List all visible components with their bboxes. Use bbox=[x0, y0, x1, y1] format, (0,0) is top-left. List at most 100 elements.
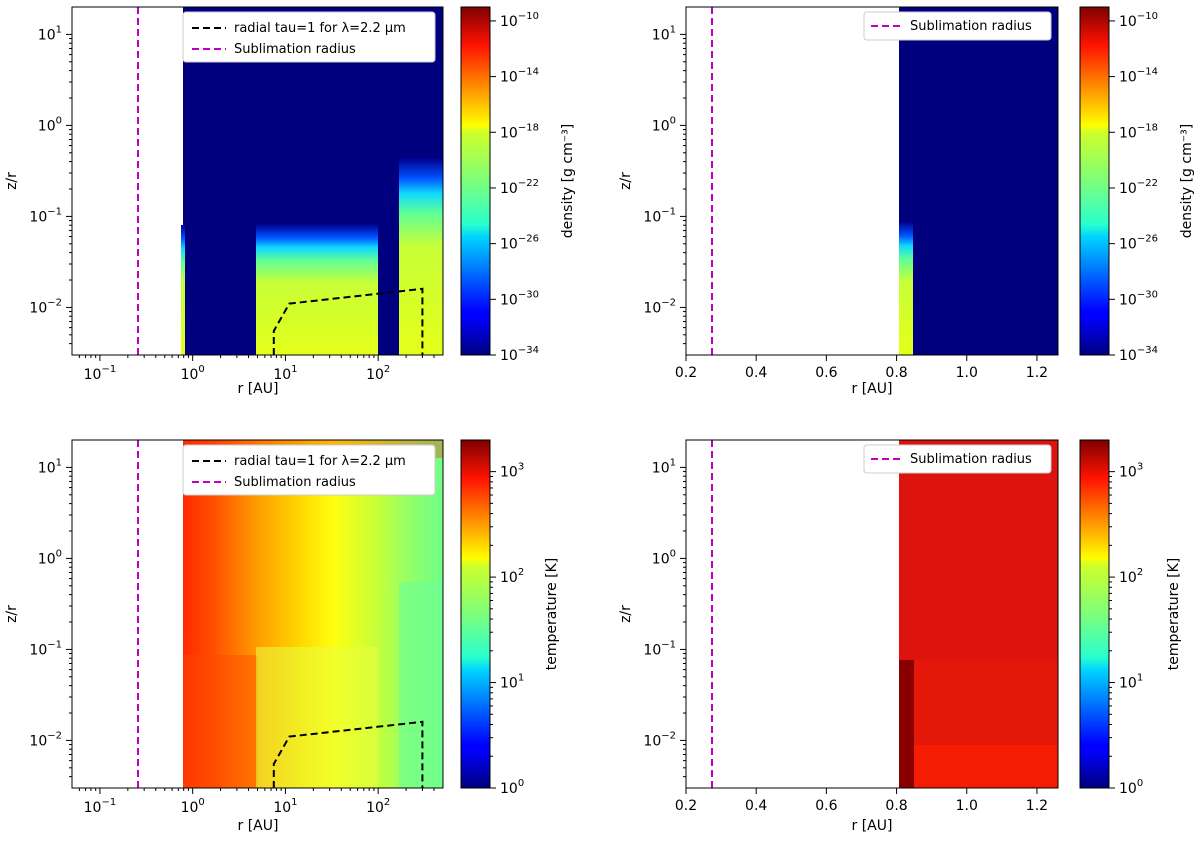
colorbar-tick-label: 10−34 bbox=[1119, 345, 1158, 364]
x-axis-label: r [AU] bbox=[852, 818, 893, 834]
y-tick-label: 10−1 bbox=[29, 639, 62, 658]
panel-bottom-left: radial tau=1 for λ=2.2 µm Sublimation ra… bbox=[4, 439, 560, 834]
y-tick-label: 10−2 bbox=[29, 730, 62, 749]
colorbar-tick-label: 102 bbox=[500, 567, 524, 586]
colorbar-tick-label: 103 bbox=[1119, 462, 1143, 481]
colorbar-tick-label: 10−30 bbox=[500, 289, 539, 308]
x-tick-label: 1.2 bbox=[1026, 365, 1048, 381]
legend-sublimation-label: Sublimation radius bbox=[234, 475, 356, 490]
plot-frame bbox=[685, 439, 1059, 789]
x-tick-label: 101 bbox=[273, 797, 297, 816]
colorbar bbox=[460, 6, 491, 356]
colorbar-tick-label: 10−34 bbox=[500, 345, 539, 364]
panel-top-right: Sublimation radius 10−2 10−1 100 101 0.2 0.4 0… bbox=[618, 6, 1195, 397]
x-tick-label: 10−1 bbox=[84, 797, 117, 816]
colorbar-tick-label: 10−14 bbox=[1119, 67, 1158, 86]
density-outer-disk bbox=[399, 158, 443, 355]
colorbar bbox=[1079, 6, 1110, 356]
temperature-upper-band bbox=[899, 440, 1058, 660]
x-tick-label: 10−1 bbox=[84, 364, 117, 383]
x-axis-label: r [AU] bbox=[238, 818, 279, 834]
colorbar-tick-label: 102 bbox=[1119, 567, 1143, 586]
density-inner-rim bbox=[899, 222, 913, 355]
colorbar-tick-label: 10−10 bbox=[500, 11, 539, 30]
y-tick-label: 100 bbox=[38, 548, 62, 567]
colorbar-label: density [g cm⁻³] bbox=[1179, 124, 1195, 238]
density-inner-rim bbox=[181, 225, 185, 355]
colorbar-label: density [g cm⁻³] bbox=[560, 124, 576, 238]
y-axis-label: z/r bbox=[4, 605, 20, 623]
x-tick-label: 0.2 bbox=[675, 798, 697, 814]
legend-sublimation-label: Sublimation radius bbox=[910, 19, 1032, 34]
legend: radial tau=1 for λ=2.2 µm Sublimation ra… bbox=[182, 444, 436, 496]
y-axis-label: z/r bbox=[618, 172, 634, 190]
density-background bbox=[899, 7, 1058, 355]
y-tick-label: 10−2 bbox=[643, 297, 676, 316]
colorbar-tick-label: 10−18 bbox=[500, 122, 539, 141]
temperature-middle-disk bbox=[256, 647, 378, 788]
temperature-outer-disk bbox=[399, 582, 443, 788]
colorbar-tick-label: 10−14 bbox=[500, 67, 539, 86]
colorbar-tick-label: 10−26 bbox=[1119, 234, 1158, 253]
plot-frame bbox=[685, 6, 1059, 356]
colorbar bbox=[460, 439, 491, 789]
colorbar-label: temperature [K] bbox=[544, 558, 560, 671]
legend-sublimation-label: Sublimation radius bbox=[234, 42, 356, 57]
temperature-midplane-band bbox=[899, 745, 1058, 788]
panel-top-left: radial tau=1 for λ=2.2 µm Sublimation ra… bbox=[4, 6, 576, 397]
x-tick-label: 102 bbox=[366, 797, 390, 816]
y-tick-label: 100 bbox=[652, 548, 676, 567]
colorbar-tick-label: 101 bbox=[1119, 673, 1143, 692]
x-tick-label: 0.4 bbox=[745, 798, 767, 814]
colorbar-label: temperature [K] bbox=[1166, 558, 1182, 671]
legend: Sublimation radius bbox=[863, 444, 1052, 474]
y-tick-label: 101 bbox=[38, 457, 62, 476]
x-tick-label: 0.2 bbox=[675, 365, 697, 381]
x-tick-label: 1.0 bbox=[956, 798, 978, 814]
temperature-midplane-band bbox=[183, 655, 258, 788]
x-tick-label: 101 bbox=[273, 364, 297, 383]
x-axis-label: r [AU] bbox=[852, 381, 893, 397]
y-tick-label: 10−2 bbox=[643, 730, 676, 749]
colorbar-tick-label: 10−26 bbox=[500, 234, 539, 253]
y-tick-label: 100 bbox=[38, 115, 62, 134]
x-tick-label: 0.6 bbox=[815, 798, 837, 814]
panel-bottom-right: Sublimation radius 10−2 10−1 100 101 0.2 0.4 0… bbox=[618, 439, 1182, 834]
tau-curve bbox=[272, 287, 424, 355]
legend-sublimation-label: Sublimation radius bbox=[910, 452, 1032, 467]
y-tick-label: 10−1 bbox=[29, 206, 62, 225]
density-middle-disk bbox=[256, 224, 378, 355]
x-axis-label: r [AU] bbox=[238, 381, 279, 397]
y-axis-label: z/r bbox=[618, 605, 634, 623]
y-tick-label: 10−1 bbox=[643, 206, 676, 225]
y-tick-label: 100 bbox=[652, 115, 676, 134]
colorbar-tick-label: 10−22 bbox=[500, 178, 539, 197]
x-tick-label: 102 bbox=[366, 364, 390, 383]
colorbar-tick-label: 103 bbox=[500, 462, 524, 481]
x-tick-label: 0.8 bbox=[885, 798, 907, 814]
y-tick-label: 101 bbox=[652, 24, 676, 43]
x-tick-label: 0.8 bbox=[885, 365, 907, 381]
x-tick-label: 100 bbox=[181, 364, 205, 383]
colorbar-tick-label: 101 bbox=[500, 673, 524, 692]
y-tick-label: 101 bbox=[652, 457, 676, 476]
legend: Sublimation radius bbox=[863, 11, 1052, 41]
y-axis-label: z/r bbox=[4, 172, 20, 190]
x-tick-label: 1.0 bbox=[956, 365, 978, 381]
x-tick-label: 0.6 bbox=[815, 365, 837, 381]
legend-tau-label: radial tau=1 for λ=2.2 µm bbox=[234, 454, 406, 469]
tau-curve bbox=[272, 720, 424, 788]
colorbar-tick-label: 100 bbox=[1119, 778, 1143, 797]
y-tick-label: 10−2 bbox=[29, 297, 62, 316]
legend: radial tau=1 for λ=2.2 µm Sublimation ra… bbox=[182, 11, 436, 63]
colorbar-tick-label: 10−30 bbox=[1119, 289, 1158, 308]
colorbar-tick-label: 10−22 bbox=[1119, 178, 1158, 197]
y-tick-label: 10−1 bbox=[643, 639, 676, 658]
x-tick-label: 100 bbox=[181, 797, 205, 816]
temperature-inner-rim bbox=[899, 660, 914, 788]
colorbar-tick-label: 100 bbox=[500, 778, 524, 797]
legend-tau-label: radial tau=1 for λ=2.2 µm bbox=[234, 21, 406, 36]
colorbar-tick-label: 10−10 bbox=[1119, 11, 1158, 30]
x-tick-label: 0.4 bbox=[745, 365, 767, 381]
